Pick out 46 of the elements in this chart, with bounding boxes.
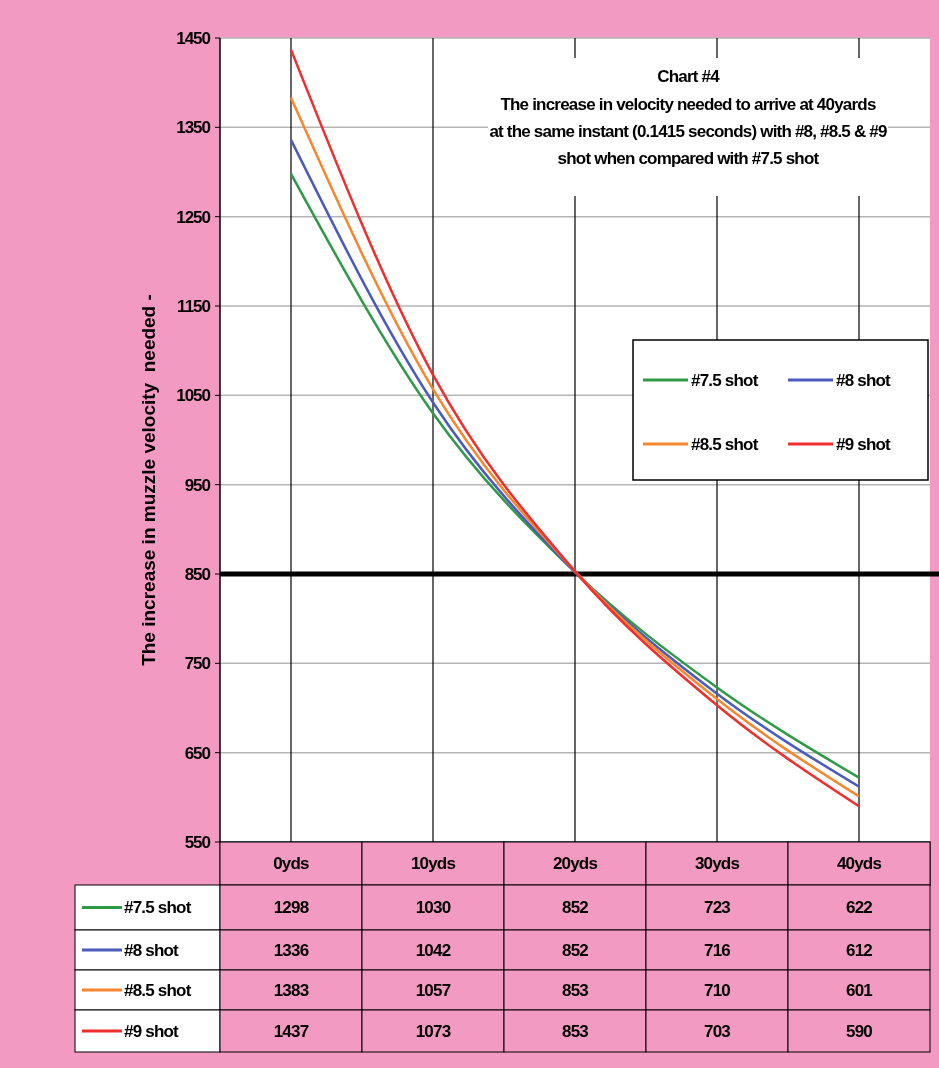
x-tick-label: 30yds	[694, 854, 740, 874]
y-tick-label: 1150	[177, 296, 211, 316]
data-label: 710	[704, 980, 731, 1000]
data-label: 1042	[415, 940, 451, 960]
text: #9 shot	[124, 1021, 178, 1041]
y-tick-label: 550	[184, 832, 211, 852]
data-label: 703	[704, 1021, 731, 1041]
data-label: 852	[562, 940, 589, 960]
data-label: 1073	[415, 1021, 451, 1041]
text: Chart #4	[657, 67, 721, 86]
data-label: 1057	[415, 980, 451, 1000]
y-tick-label: 950	[184, 475, 211, 495]
data-label: 590	[846, 1021, 873, 1041]
data-label: 1030	[415, 898, 451, 918]
y-axis-title: The increase in muzzle velocity needed -	[138, 294, 159, 666]
data-label: 853	[562, 1021, 589, 1041]
data-label: 716	[704, 940, 731, 960]
x-tick-label: 40yds	[836, 854, 882, 874]
data-label: 853	[562, 980, 589, 1000]
y-tick-label: 850	[184, 564, 211, 584]
text: #8.5 shot	[124, 980, 191, 1000]
y-tick-label: 1450	[176, 28, 211, 48]
legend-label: #7.5 shot	[691, 370, 759, 390]
y-tick-label: 650	[184, 743, 211, 763]
x-tick-label: 20yds	[552, 854, 598, 874]
x-tick-label: 10yds	[410, 854, 456, 874]
data-label: 601	[846, 980, 873, 1000]
data-label: 1437	[273, 1021, 309, 1041]
legend-label: #8 shot	[836, 370, 892, 390]
text: #8 shot	[124, 940, 178, 960]
text: #7.5 shot	[124, 898, 191, 918]
data-label: 1383	[273, 980, 309, 1000]
data-label: 1298	[273, 898, 309, 918]
y-tick-label: 1050	[176, 386, 211, 406]
data-label: 612	[846, 940, 873, 960]
x-tick-label: 0yds	[273, 854, 310, 874]
data-label: 1336	[273, 940, 309, 960]
y-tick-label: 1350	[176, 118, 211, 138]
legend-label: #8.5 shot	[691, 434, 759, 454]
y-tick-label: 1250	[176, 207, 211, 227]
text: The increase in velocity needed to arrive at 40yards at the same instant (0.1415 seconds) with #8, #8.5 & #9 shot when compared with #7.5 shot	[489, 95, 887, 168]
legend-label: #9 shot	[836, 434, 892, 454]
data-label: 622	[846, 898, 873, 918]
data-label: 852	[562, 898, 589, 918]
y-tick-label: 750	[184, 654, 211, 674]
data-label: 723	[704, 898, 731, 918]
